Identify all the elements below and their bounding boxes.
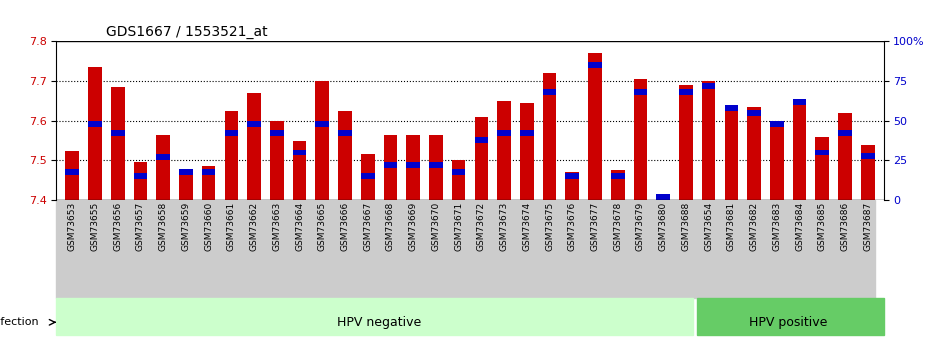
Bar [111,87,125,200]
Bar [111,130,125,136]
Bar [861,145,874,200]
Bar [611,173,624,179]
Bar [697,298,884,335]
Bar [679,85,693,200]
Bar [292,149,306,156]
Bar [861,153,874,159]
Bar [406,135,420,200]
Bar [247,93,261,200]
Bar [338,130,352,136]
Bar [66,169,79,175]
Bar [88,121,102,127]
Bar [270,130,284,136]
Bar [156,135,170,200]
Bar [202,166,215,200]
Bar [180,172,193,200]
Bar [770,121,784,127]
Bar [679,89,693,95]
Bar [634,79,648,200]
Bar [361,155,374,200]
Bar [656,194,670,200]
Bar [452,160,465,200]
Bar [56,298,693,335]
Bar [747,110,760,116]
Bar [588,62,602,68]
Bar [316,81,329,200]
Bar [702,83,715,89]
Bar [316,121,329,127]
Text: infection: infection [0,317,39,327]
Bar [725,105,738,111]
Bar [725,105,738,200]
Bar [520,103,534,200]
Bar [520,130,534,136]
Bar [270,121,284,200]
Bar [588,53,602,200]
Bar [338,111,352,200]
Bar [225,111,238,200]
Bar [225,130,238,136]
Bar [566,172,579,200]
Bar [542,89,556,95]
Bar [497,130,511,136]
Bar [792,99,807,105]
Bar [475,117,488,200]
Bar [247,121,261,127]
Bar [747,107,760,200]
Bar [406,162,420,168]
Bar [88,67,102,200]
Bar [66,150,79,200]
Bar [133,173,148,179]
Text: GDS1667 / 1553521_at: GDS1667 / 1553521_at [106,25,268,39]
Bar [656,194,670,200]
Bar [497,101,511,200]
Bar [384,162,398,168]
Bar [180,169,193,175]
Bar [566,173,579,179]
Bar [452,169,465,175]
Text: HPV positive: HPV positive [749,316,827,329]
Bar [792,99,807,200]
Bar [815,137,829,200]
Bar [634,89,648,95]
Bar [429,162,443,168]
Bar [292,141,306,200]
Bar [361,173,374,179]
Bar [156,154,170,160]
Bar [702,81,715,200]
Text: HPV negative: HPV negative [337,316,421,329]
Bar [815,149,829,156]
Bar [838,130,852,136]
Bar [770,123,784,200]
Bar [429,135,443,200]
Bar [475,137,488,143]
Bar [384,135,398,200]
Bar [542,73,556,200]
Bar [611,170,624,200]
Bar [202,169,215,175]
Bar [133,162,148,200]
Bar [838,113,852,200]
